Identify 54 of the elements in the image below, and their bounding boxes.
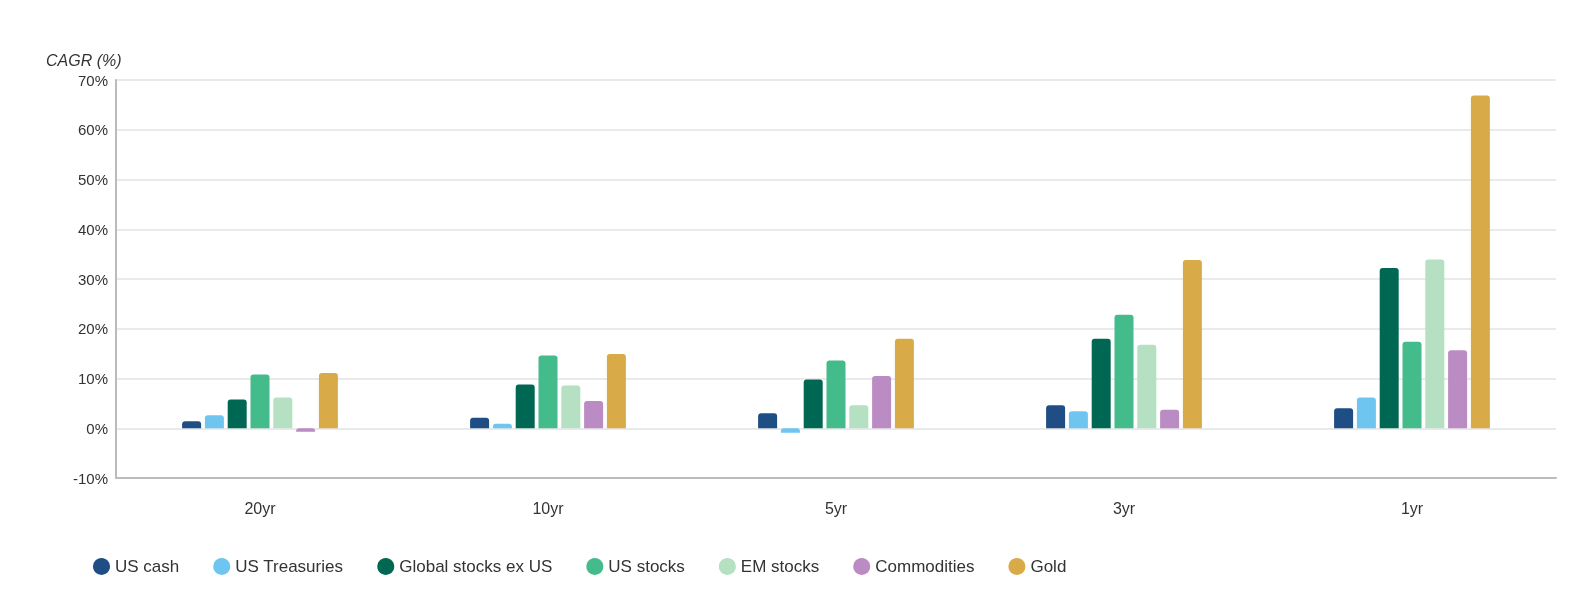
bar: [318, 373, 338, 429]
bar: [515, 384, 535, 429]
bar: [1091, 338, 1111, 429]
y-tick-label: 20%: [77, 320, 108, 338]
x-tick-label: 5yr: [824, 499, 848, 517]
y-axis-title: CAGR (%): [46, 51, 122, 69]
y-tick-label: 40%: [77, 220, 108, 238]
x-tick-label: 10yr: [532, 499, 565, 517]
bar: [1160, 409, 1180, 429]
bar: [1448, 350, 1468, 429]
bar: [1379, 268, 1399, 429]
bar: [227, 399, 247, 429]
y-tick-label: 10%: [77, 370, 108, 387]
bar: [470, 417, 490, 429]
bar: [803, 379, 823, 429]
bar: [1068, 411, 1088, 429]
y-tick-label: 50%: [77, 171, 108, 188]
bar: [758, 413, 778, 429]
legend-label: Commodities: [875, 557, 975, 576]
bar: [584, 400, 604, 429]
bar: [204, 415, 224, 429]
y-tick-label: -10%: [72, 469, 108, 487]
bar: [182, 421, 202, 429]
legend-label: Global stocks ex US: [399, 557, 553, 576]
bar: [273, 397, 293, 429]
legend-label: US cash: [115, 557, 180, 576]
bar: [894, 338, 914, 429]
bar: [826, 360, 846, 429]
y-tick-label: 60%: [77, 121, 108, 139]
legend-label: US Treasuries: [235, 557, 343, 576]
bar: [1114, 314, 1134, 429]
legend-label: EM stocks: [740, 557, 820, 576]
bar: [1182, 260, 1202, 429]
bar: [1046, 405, 1066, 429]
bar: [538, 355, 558, 429]
x-tick-label: 3yr: [1112, 499, 1136, 517]
legend-label: US stocks: [608, 557, 685, 576]
x-tick-label: 20yr: [244, 499, 277, 517]
bar: [1334, 408, 1354, 429]
bar: [1470, 95, 1490, 429]
x-tick-label: 1yr: [1400, 499, 1424, 517]
y-tick-label: 0%: [86, 419, 108, 437]
bar: [872, 376, 892, 429]
bar: [606, 354, 626, 429]
bar: [1402, 341, 1422, 429]
y-tick-label: 70%: [77, 71, 108, 89]
bar: [849, 405, 869, 429]
bar: [250, 374, 270, 429]
legend-label: Gold: [1030, 557, 1067, 576]
y-tick-label: 30%: [77, 270, 108, 288]
bar: [1425, 259, 1445, 429]
bar: [1137, 344, 1157, 429]
bar: [561, 385, 581, 429]
bar: [1356, 397, 1376, 429]
